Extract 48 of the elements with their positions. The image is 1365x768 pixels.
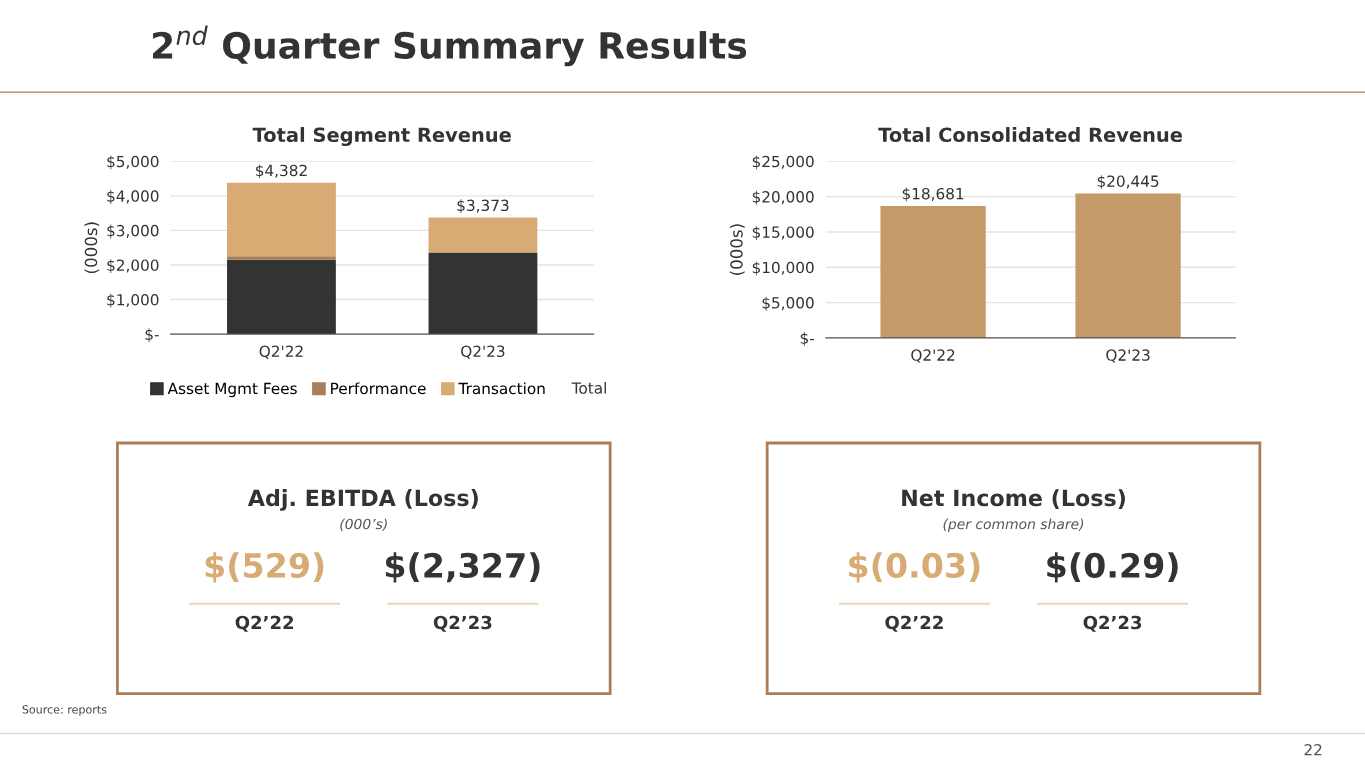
legend-label: Transaction (458, 382, 545, 395)
x-tick-label: Q2'23 (1106, 349, 1150, 363)
text: (000’s) (340, 518, 387, 531)
text: 2$^{nd}$ Quarter Summary Results (153, 25, 747, 67)
x-tick-label: Q2'22 (911, 349, 955, 363)
data-label: $20,445 (1097, 175, 1159, 189)
y-tick-label: $1,000 (107, 293, 159, 308)
total-label: $3,373 (457, 199, 509, 214)
total-label: $4,382 (255, 164, 307, 179)
y-tick-label: $5,000 (762, 296, 814, 311)
bar (428, 217, 538, 253)
text: $(0.29) (1047, 552, 1178, 583)
y-axis-title: (000s) (84, 222, 100, 273)
text: $(0.03) (849, 552, 980, 583)
y-tick-label: $5,000 (107, 155, 159, 170)
bar (428, 252, 538, 335)
text: (per common share) (943, 518, 1084, 532)
y-tick-label: $25,000 (752, 155, 814, 170)
text: Total (571, 381, 606, 394)
y-tick-label: $3,000 (107, 224, 159, 239)
chart-title: Total Segment Revenue (252, 127, 511, 147)
text: Q2’22 (235, 615, 294, 632)
y-tick-label: $15,000 (752, 226, 814, 240)
text: 22 (1304, 743, 1322, 756)
x-tick-label: Q2'22 (259, 345, 303, 359)
y-tick-label: $20,000 (752, 190, 814, 205)
y-tick-label: $4,000 (107, 190, 159, 204)
y-tick-label: $- (800, 332, 814, 346)
text: Q2’23 (433, 615, 492, 632)
data-label: $18,681 (902, 187, 964, 202)
legend-label: Asset Mgmt Fees (167, 382, 297, 398)
chart-title: Total Consolidated Revenue (878, 127, 1182, 143)
legend-label: Performance (331, 382, 426, 395)
text: Adj. EBITDA (Loss) (247, 489, 478, 511)
text: Q2’23 (1083, 615, 1142, 632)
y-tick-label: $- (145, 328, 159, 343)
y-tick-label: $10,000 (752, 261, 814, 276)
bar (227, 259, 336, 335)
text: $(529) (205, 552, 324, 583)
text: Q2’22 (885, 615, 943, 632)
source-note: Source: reports (22, 705, 107, 716)
y-axis-title: (000s) (729, 224, 745, 275)
text: Net Income (Loss) (902, 489, 1125, 509)
bar (227, 256, 336, 260)
y-tick-label: $2,000 (107, 259, 159, 274)
bar (227, 182, 336, 257)
text: $(2,327) (385, 552, 540, 583)
x-tick-label: Q2'23 (461, 345, 505, 359)
